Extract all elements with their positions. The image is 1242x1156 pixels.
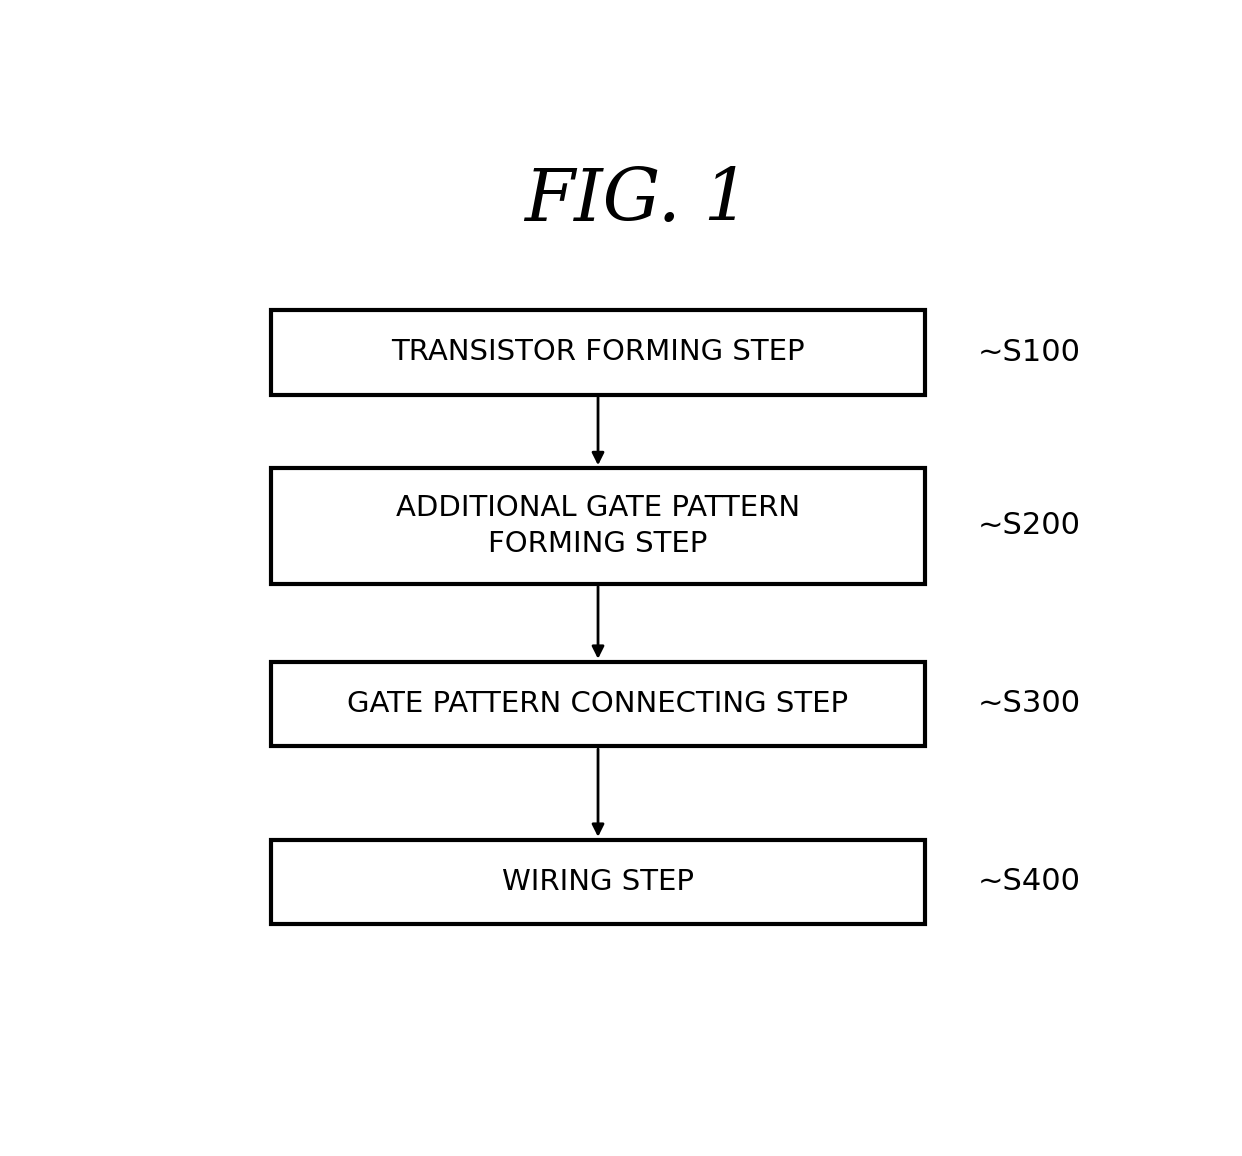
Text: ~S100: ~S100 — [979, 338, 1082, 366]
Text: TRANSISTOR FORMING STEP: TRANSISTOR FORMING STEP — [391, 339, 805, 366]
Text: ADDITIONAL GATE PATTERN
FORMING STEP: ADDITIONAL GATE PATTERN FORMING STEP — [396, 494, 800, 558]
Bar — [271, 839, 925, 925]
Bar — [271, 310, 925, 394]
Bar — [271, 661, 925, 747]
Text: ~S200: ~S200 — [979, 511, 1082, 540]
Text: ~S300: ~S300 — [979, 689, 1082, 718]
Text: ~S400: ~S400 — [979, 867, 1082, 896]
Text: WIRING STEP: WIRING STEP — [502, 868, 694, 896]
Text: GATE PATTERN CONNECTING STEP: GATE PATTERN CONNECTING STEP — [348, 690, 848, 718]
Bar — [271, 468, 925, 584]
Text: FIG. 1: FIG. 1 — [524, 165, 749, 236]
